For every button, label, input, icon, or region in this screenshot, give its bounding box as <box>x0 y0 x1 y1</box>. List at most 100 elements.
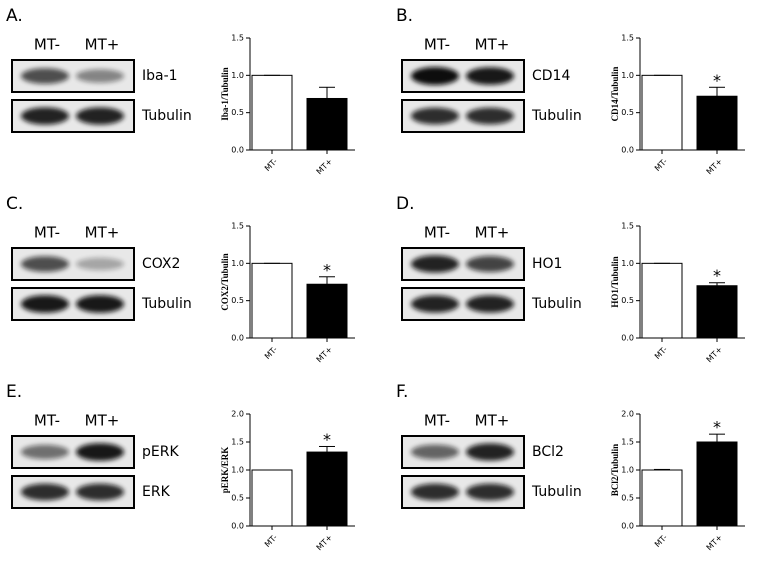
y-axis-label: Iba-1/Tubulin <box>220 67 230 120</box>
blot-band <box>411 107 459 125</box>
blot-label: Tubulin <box>141 108 192 124</box>
x-tick-label: MT- <box>263 157 279 173</box>
blot-label: CD14 <box>532 68 570 84</box>
y-tick-label: 0.5 <box>231 494 244 503</box>
x-tick-label: MT- <box>653 345 669 361</box>
bar <box>306 283 348 339</box>
x-tick-label: MT- <box>653 157 669 173</box>
y-axis-label: pERK/ERK <box>220 447 230 494</box>
blot-band <box>411 295 459 313</box>
lane-label: MT+ <box>85 36 120 54</box>
bar <box>306 97 348 151</box>
lane-label: MT+ <box>475 36 510 54</box>
y-axis-label: CD14/Tubulin <box>610 67 620 122</box>
y-tick-label: 1.0 <box>231 466 244 475</box>
blot-band <box>466 483 514 501</box>
blot-band <box>76 257 124 271</box>
blot-band <box>466 107 514 125</box>
y-tick-label: 0.0 <box>231 334 244 343</box>
y-tick-label: 0.0 <box>621 334 634 343</box>
blot-label: ERK <box>142 484 171 500</box>
y-tick-label: 1.0 <box>231 71 244 80</box>
blot-label: Tubulin <box>141 296 192 312</box>
y-tick-label: 1.0 <box>621 466 634 475</box>
blot-band <box>21 256 69 272</box>
lane-label: MT- <box>424 412 450 430</box>
blot-band <box>411 444 459 460</box>
blot-band <box>411 67 459 85</box>
blot-band <box>21 483 69 501</box>
x-tick-label: MT+ <box>315 345 334 364</box>
y-tick-label: 1.5 <box>231 222 244 231</box>
bar <box>696 285 738 339</box>
y-tick-label: 0.0 <box>231 522 244 531</box>
lane-label: MT- <box>34 224 60 242</box>
significance: * <box>713 266 721 285</box>
y-tick-label: 0.5 <box>231 296 244 305</box>
x-tick-label: MT+ <box>705 345 724 364</box>
blot-band <box>411 255 459 273</box>
blot-band <box>466 443 514 461</box>
lane-label: MT+ <box>475 224 510 242</box>
blot-label: Tubulin <box>531 296 582 312</box>
blot-band <box>21 295 69 313</box>
blot-label: Iba-1 <box>142 68 178 84</box>
panel-letter: B. <box>396 6 413 26</box>
blot-band <box>76 295 124 313</box>
blot-band <box>21 444 69 460</box>
bar <box>251 262 293 339</box>
blot-band <box>466 67 514 85</box>
y-tick-label: 0.0 <box>621 146 634 155</box>
y-tick-label: 0.5 <box>231 108 244 117</box>
lane-label: MT+ <box>85 412 120 430</box>
lane-label: MT+ <box>475 412 510 430</box>
blot-band <box>76 443 124 461</box>
bar <box>641 74 683 151</box>
panel-letter: F. <box>396 382 408 402</box>
y-tick-label: 1.0 <box>621 259 634 268</box>
y-tick-label: 1.5 <box>621 222 634 231</box>
blot-band <box>76 107 124 125</box>
y-tick-label: 1.5 <box>621 34 634 43</box>
blot-frame <box>401 435 525 469</box>
blot-band <box>411 483 459 501</box>
blot-label: Tubulin <box>531 108 582 124</box>
x-tick-label: MT- <box>263 345 279 361</box>
blot-label: COX2 <box>142 256 180 272</box>
y-tick-label: 2.0 <box>621 410 634 419</box>
y-tick-label: 1.5 <box>231 34 244 43</box>
y-tick-label: 0.5 <box>621 494 634 503</box>
x-tick-label: MT+ <box>315 533 334 552</box>
lane-label: MT+ <box>85 224 120 242</box>
y-axis-label: HO1/Tubulin <box>610 256 620 307</box>
y-tick-label: 2.0 <box>231 410 244 419</box>
y-tick-label: 0.0 <box>231 146 244 155</box>
lane-label: MT- <box>34 412 60 430</box>
x-tick-label: MT+ <box>315 157 334 176</box>
y-axis-label: BCl2/Tubulin <box>610 444 620 496</box>
y-tick-label: 1.0 <box>621 71 634 80</box>
y-tick-label: 0.5 <box>621 108 634 117</box>
blot-band <box>76 69 124 83</box>
blot-band <box>21 107 69 125</box>
bar <box>696 95 738 151</box>
blot-label: pERK <box>142 444 179 460</box>
x-tick-label: MT- <box>263 533 279 549</box>
y-tick-label: 1.5 <box>231 438 244 447</box>
bar <box>641 469 683 527</box>
significance: * <box>323 260 331 279</box>
blot-label: BCl2 <box>532 444 564 460</box>
blot-label: Tubulin <box>531 484 582 500</box>
panel-letter: C. <box>6 194 23 214</box>
blot-label: HO1 <box>532 256 562 272</box>
blot-band <box>76 483 124 501</box>
y-tick-label: 0.0 <box>621 522 634 531</box>
bar <box>641 262 683 339</box>
panel-letter: E. <box>6 382 22 402</box>
x-tick-label: MT- <box>653 533 669 549</box>
bar <box>306 451 348 527</box>
panel-letter: A. <box>6 6 23 26</box>
bar <box>251 74 293 151</box>
lane-label: MT- <box>424 36 450 54</box>
